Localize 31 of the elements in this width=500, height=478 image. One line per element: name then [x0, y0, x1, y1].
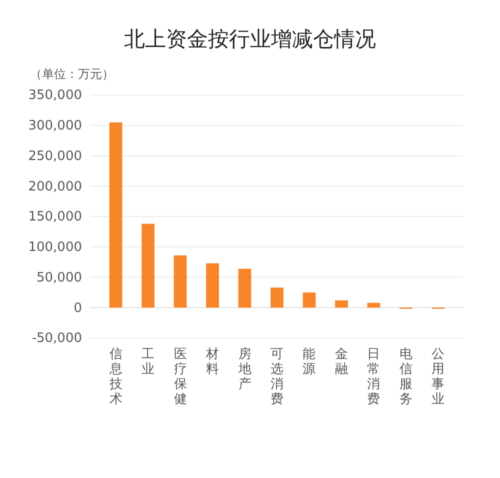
chart-title: 北上资金按行业增减仓情况 — [124, 27, 376, 51]
y-tick-label: 100,000 — [28, 240, 82, 256]
y-tick-label: 0 — [74, 300, 82, 316]
bar — [206, 263, 219, 308]
bar — [335, 300, 348, 308]
y-tick-label: 250,000 — [28, 148, 82, 164]
x-tick-label: 信息技术 — [108, 347, 122, 407]
bar — [367, 302, 380, 308]
y-tick-label: 50,000 — [36, 270, 82, 286]
x-tick-label: 能源 — [302, 347, 316, 377]
x-tick-label: 材料 — [205, 347, 220, 377]
bar — [109, 122, 122, 308]
x-tick-label: 电信服务 — [399, 347, 412, 407]
bar — [238, 268, 252, 308]
x-tick-label: 工业 — [142, 347, 155, 377]
bar — [302, 292, 316, 308]
x-tick-label: 可选消费 — [270, 347, 284, 407]
y-tick-label: 350,000 — [28, 88, 82, 104]
x-tick-label: 房地产 — [237, 346, 252, 392]
y-tick-label: -50,000 — [32, 331, 82, 346]
y-tick-label: 150,000 — [28, 210, 82, 225]
x-tick-label: 公用事业 — [432, 347, 445, 407]
y-axis-title: （单位：万元） — [30, 67, 114, 81]
bar — [270, 288, 284, 308]
x-tick-label: 金融 — [334, 347, 348, 377]
bar — [174, 255, 187, 308]
x-tick-label: 医疗保健 — [174, 347, 187, 407]
y-tick-label: 300,000 — [28, 118, 82, 134]
bar — [142, 224, 154, 308]
x-tick-label: 日常消费 — [367, 347, 380, 407]
y-tick-label: 200,000 — [28, 179, 82, 194]
